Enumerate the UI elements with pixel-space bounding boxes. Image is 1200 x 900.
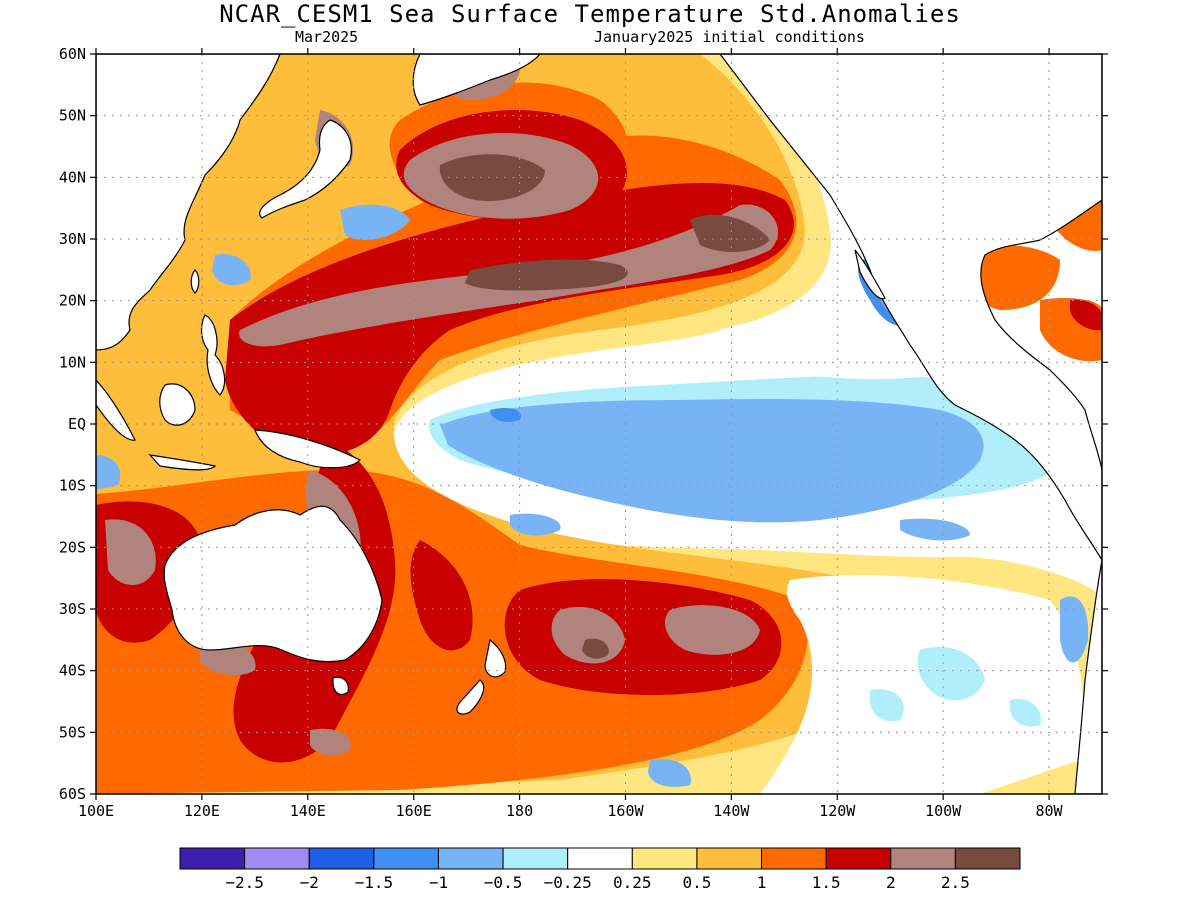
lat-tick-label: 10N xyxy=(59,353,86,371)
colorbar-swatch xyxy=(244,847,310,870)
colorbar-swatch xyxy=(890,847,956,870)
colorbar-label: 1 xyxy=(757,873,767,892)
forecast-month: Mar2025 xyxy=(295,28,359,46)
map-title: NCAR_CESM1 Sea Surface Temperature Std.A… xyxy=(219,0,961,28)
land-south-america xyxy=(1074,559,1102,794)
lon-tick-label: 140E xyxy=(290,802,326,820)
colorbar-label: −0.25 xyxy=(544,873,592,892)
lon-tick-label: 120W xyxy=(819,802,856,820)
land-philippines xyxy=(201,314,226,396)
axis-ticks xyxy=(90,48,1108,800)
lat-tick-label: 40S xyxy=(59,662,86,680)
colorbar-label: −0.5 xyxy=(484,873,523,892)
colorbar-swatch xyxy=(308,847,375,870)
land-masses xyxy=(96,54,1102,794)
colorbar-label: −1 xyxy=(429,873,448,892)
lat-tick-label: 30N xyxy=(59,230,86,248)
colorbar-label: 1.5 xyxy=(812,873,841,892)
colorbar-label: −1.5 xyxy=(355,873,394,892)
colorbar-label: −2.5 xyxy=(225,873,264,892)
lon-tick-label: 160E xyxy=(396,802,432,820)
land-australia xyxy=(163,505,383,663)
land-new-zealand xyxy=(456,638,507,715)
colorbar-label: 2 xyxy=(886,873,896,892)
colorbar-swatch xyxy=(437,847,504,870)
colorbar-swatch xyxy=(502,847,569,870)
latitude-labels: 60N 50N 40N 30N 20N 10N EQ 10S 20S 30S 40S 50S 60S xyxy=(59,45,86,803)
lat-tick-label: 20S xyxy=(59,538,86,556)
lat-tick-label: 50S xyxy=(59,723,86,741)
colorbar-label: 0.5 xyxy=(682,873,711,892)
lat-tick-label: EQ xyxy=(68,415,86,433)
colorbar-labels: −2.5 −2 −1.5 −1 −0.5 −0.25 0.25 0.5 1 1.5 2 2.5 xyxy=(225,873,969,892)
colorbar-label: −2 xyxy=(300,873,319,892)
land-tasmania xyxy=(332,676,349,696)
land-java xyxy=(148,454,217,471)
colorbar-swatch xyxy=(825,847,892,870)
lat-tick-label: 50N xyxy=(59,107,86,125)
land-asia xyxy=(96,54,281,351)
lon-tick-label: 120E xyxy=(184,802,220,820)
colorbar-label: 0.25 xyxy=(613,873,652,892)
land-sumatra xyxy=(96,379,136,441)
lon-tick-label: 160W xyxy=(607,802,644,820)
lat-tick-label: 10S xyxy=(59,477,86,495)
lon-tick-label: 100W xyxy=(925,802,962,820)
lon-tick-label: 100E xyxy=(78,802,114,820)
colorbar-swatch xyxy=(631,847,698,870)
lon-tick-label: 180 xyxy=(506,802,533,820)
lat-tick-label: 30S xyxy=(59,600,86,618)
lat-tick-label: 60N xyxy=(59,45,86,63)
colorbar-label: 2.5 xyxy=(941,873,970,892)
colorbar-swatch xyxy=(373,847,439,870)
lon-tick-label: 140W xyxy=(713,802,750,820)
colorbar-swatch xyxy=(761,847,827,870)
lat-lon-grid xyxy=(96,54,1102,794)
land-baja xyxy=(854,249,886,300)
longitude-labels: 100E 120E 140E 160E 180 160W 140W 120W 100W 80W xyxy=(78,802,1064,820)
land-borneo xyxy=(159,383,196,426)
land-new-guinea xyxy=(254,429,362,469)
lat-tick-label: 20N xyxy=(59,292,86,310)
lon-tick-label: 80W xyxy=(1036,802,1064,820)
land-north-america xyxy=(719,54,1102,562)
land-taiwan xyxy=(190,269,200,294)
colorbar xyxy=(179,847,1021,870)
land-japan xyxy=(259,119,352,219)
lat-tick-label: 40N xyxy=(59,168,86,186)
lat-tick-label: 60S xyxy=(59,785,86,803)
colorbar-swatch xyxy=(696,847,763,870)
colorbar-swatch xyxy=(954,847,1021,870)
land-kamchatka xyxy=(412,54,541,106)
colorbar-swatch xyxy=(567,847,633,870)
initial-conditions-label: January2025 initial conditions xyxy=(594,28,865,46)
colorbar-swatch xyxy=(179,847,246,870)
